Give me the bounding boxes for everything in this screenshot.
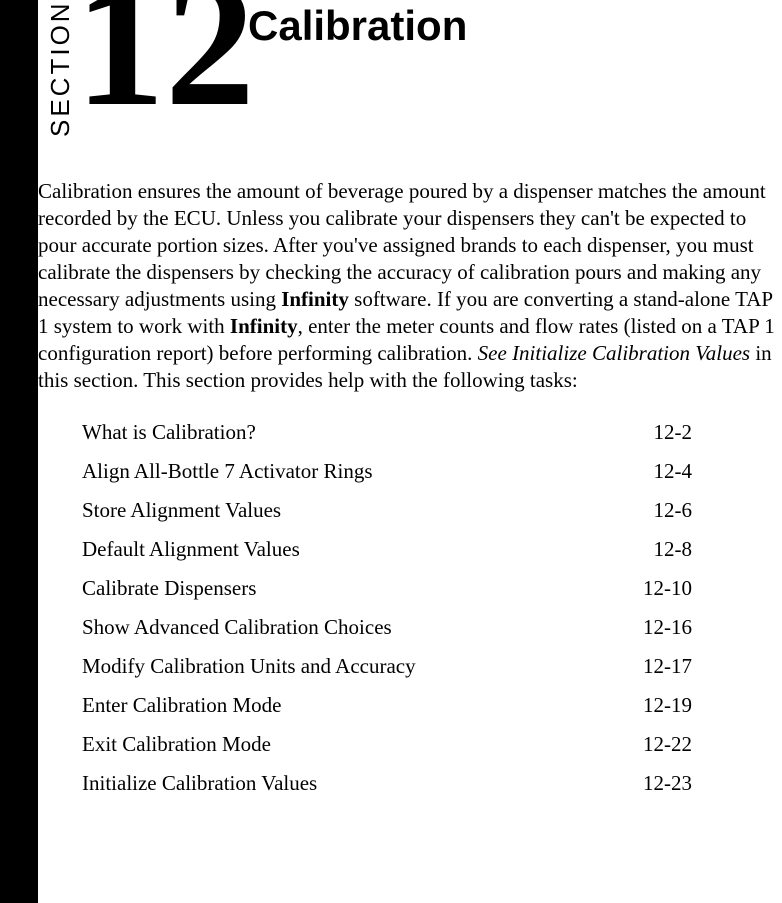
page-title: Calibration: [248, 2, 467, 50]
toc-row: Show Advanced Calibration Choices 12-16: [82, 615, 692, 640]
toc-row: Default Alignment Values 12-8: [82, 537, 692, 562]
toc-page: 12-2: [654, 420, 693, 445]
toc-page: 12-19: [643, 693, 692, 718]
toc-row: Exit Calibration Mode 12-22: [82, 732, 692, 757]
toc-row: Modify Calibration Units and Accuracy 12…: [82, 654, 692, 679]
table-of-contents: What is Calibration? 12-2 Align All-Bott…: [82, 420, 692, 810]
toc-page: 12-16: [643, 615, 692, 640]
toc-title: Store Alignment Values: [82, 498, 281, 523]
toc-page: 12-17: [643, 654, 692, 679]
toc-page: 12-6: [654, 498, 693, 523]
toc-title: Exit Calibration Mode: [82, 732, 271, 757]
toc-page: 12-23: [643, 771, 692, 796]
intro-bold-infinity-1: Infinity: [281, 287, 349, 311]
section-number: 12: [75, 0, 255, 134]
toc-row: Align All-Bottle 7 Activator Rings 12-4: [82, 459, 692, 484]
intro-bold-infinity-2: Infinity: [230, 314, 298, 338]
toc-title: Calibrate Dispensers: [82, 576, 256, 601]
toc-page: 12-8: [654, 537, 693, 562]
section-label: SECTION: [47, 0, 73, 130]
toc-page: 12-22: [643, 732, 692, 757]
toc-row: Store Alignment Values 12-6: [82, 498, 692, 523]
intro-italic-see: See Initialize Calibration Values: [478, 341, 750, 365]
toc-title: Modify Calibration Units and Accuracy: [82, 654, 416, 679]
toc-row: Calibrate Dispensers 12-10: [82, 576, 692, 601]
toc-row: Initialize Calibration Values 12-23: [82, 771, 692, 796]
toc-row: What is Calibration? 12-2: [82, 420, 692, 445]
toc-title: Show Advanced Calibration Choices: [82, 615, 392, 640]
toc-row: Enter Calibration Mode 12-19: [82, 693, 692, 718]
toc-title: Align All-Bottle 7 Activator Rings: [82, 459, 373, 484]
toc-title: Default Alignment Values: [82, 537, 300, 562]
toc-title: Initialize Calibration Values: [82, 771, 317, 796]
toc-page: 12-10: [643, 576, 692, 601]
toc-title: What is Calibration?: [82, 420, 256, 445]
toc-title: Enter Calibration Mode: [82, 693, 281, 718]
intro-paragraph: Calibration ensures the amount of bevera…: [38, 178, 778, 394]
page: SECTION 12 Calibration Calibration ensur…: [0, 0, 782, 903]
sidebar-vertical-bar: [0, 0, 38, 903]
toc-page: 12-4: [654, 459, 693, 484]
